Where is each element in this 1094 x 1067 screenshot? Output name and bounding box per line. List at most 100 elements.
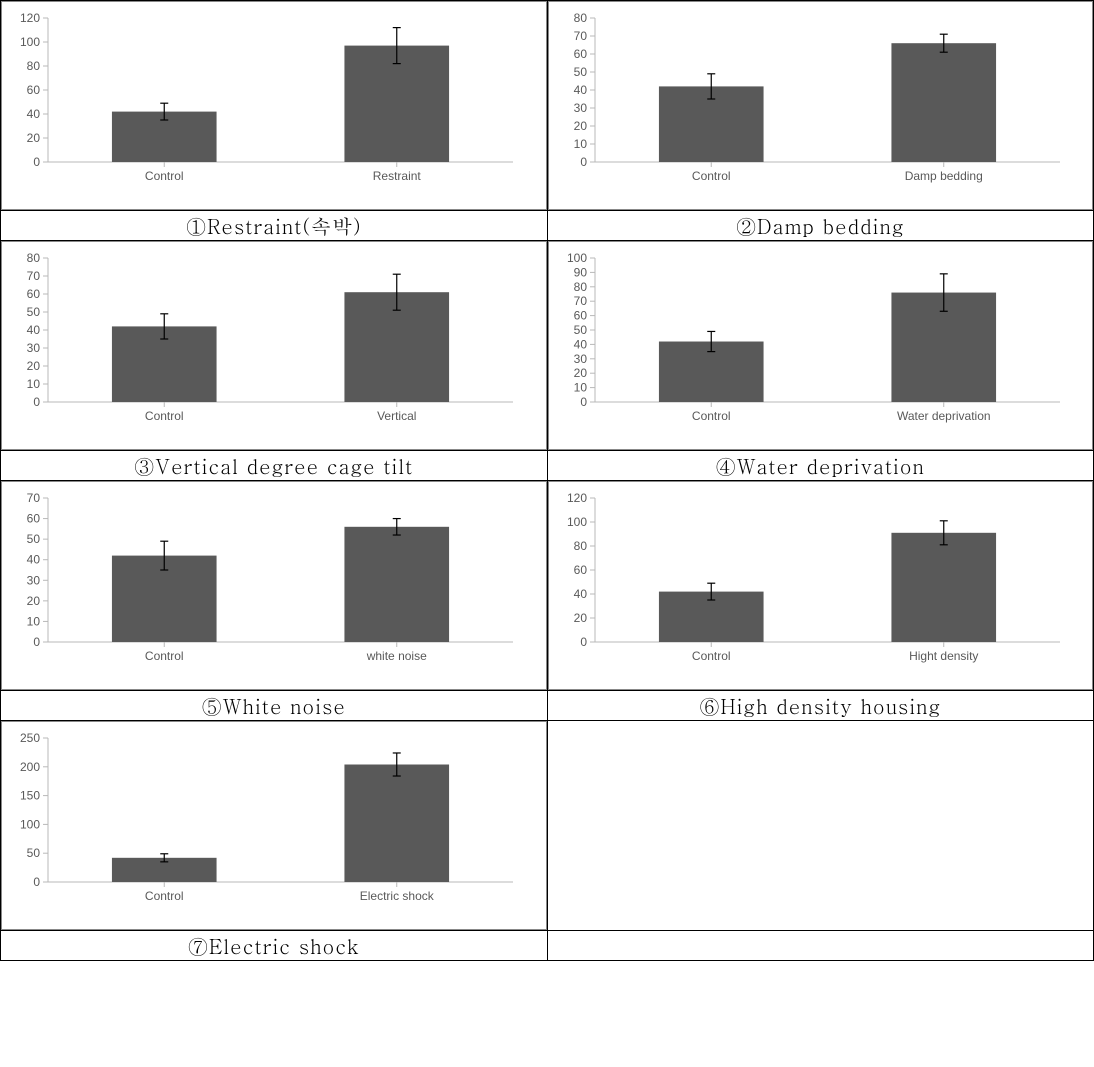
category-label: Control	[145, 889, 184, 903]
y-tick-label: 80	[573, 539, 587, 553]
chart-frame: 020406080100120ControlRestraint	[1, 1, 547, 210]
category-label: Electric shock	[360, 889, 435, 903]
bar	[891, 533, 996, 642]
category-label: Restraint	[373, 169, 422, 183]
y-tick-label: 60	[573, 47, 587, 61]
y-tick-label: 120	[566, 491, 586, 505]
chart-cell: 0 50 100 150 200 250 Control Electric shock	[1, 721, 548, 931]
y-tick-label: 40	[573, 83, 587, 97]
chart-frame: 0 50 100 150 200 250 Control Electric shock	[1, 721, 547, 930]
y-tick-label: 40	[27, 553, 41, 567]
chart-caption: ⑤White noise	[1, 691, 548, 721]
y-tick-label: 30	[573, 352, 587, 366]
chart-caption: ⑦Electric shock	[1, 931, 548, 961]
bar-chart: 010203040506070Controlwhite noise	[8, 488, 525, 670]
y-tick-label: 40	[573, 587, 587, 601]
y-tick-label: 100	[566, 515, 586, 529]
y-tick-label: 20	[573, 611, 587, 625]
bar-chart: 0 10 20 30 40 50 60 70 80 Control Vertical	[8, 248, 525, 430]
empty-cell	[547, 721, 1094, 931]
chart-cell: 0 20 40 60 80 100 120 Control Hight density	[547, 481, 1094, 691]
empty-cell	[547, 931, 1094, 961]
category-label: Hight density	[909, 649, 978, 663]
y-tick-label: 70	[573, 29, 587, 43]
y-tick-label: 20	[27, 359, 41, 373]
category-label: Vertical	[377, 409, 416, 423]
y-tick-label: 70	[27, 269, 41, 283]
y-tick-label: 30	[573, 101, 587, 115]
bar-chart: 0102030405060708090100 Control Water depri…	[555, 248, 1072, 430]
chart-frame: 0 10 20 30 40 50 60 70 80 Control Vertical	[1, 241, 547, 450]
y-tick-label: 200	[20, 760, 40, 774]
y-tick-label: 60	[27, 83, 41, 97]
chart-cell: 010203040506070Controlwhite noise	[1, 481, 548, 691]
y-tick-label: 60	[27, 287, 41, 301]
category-label: Control	[145, 169, 184, 183]
y-tick-label: 40	[573, 337, 587, 351]
y-tick-label: 100	[20, 817, 40, 831]
y-tick-label: 20	[573, 366, 587, 380]
figure-grid: 020406080100120ControlRestraint010203040…	[0, 0, 1094, 961]
category-label: Control	[691, 169, 730, 183]
y-tick-label: 0	[33, 635, 40, 649]
y-tick-label: 60	[573, 563, 587, 577]
y-tick-label: 70	[27, 491, 41, 505]
chart-caption: ②Damp bedding	[547, 211, 1094, 241]
y-tick-label: 10	[573, 381, 587, 395]
bar-chart: 0 20 40 60 80 100 120 Control Hight density	[555, 488, 1072, 670]
y-tick-label: 80	[573, 11, 587, 25]
y-tick-label: 0	[580, 635, 587, 649]
y-tick-label: 20	[27, 594, 41, 608]
bar-chart: 020406080100120ControlRestraint	[8, 8, 525, 190]
y-tick-label: 20	[27, 131, 41, 145]
category-label: Control	[691, 409, 730, 423]
y-tick-label: 80	[573, 280, 587, 294]
chart-cell: 0102030405060708090100 Control Water depri…	[547, 241, 1094, 451]
y-tick-label: 0	[33, 155, 40, 169]
chart-frame: 010203040506070Controlwhite noise	[1, 481, 547, 690]
chart-frame: 0 20 40 60 80 100 120 Control Hight density	[548, 481, 1094, 690]
y-tick-label: 50	[573, 65, 587, 79]
y-tick-label: 20	[573, 119, 587, 133]
y-tick-label: 10	[27, 614, 41, 628]
chart-caption: ⑥High density housing	[547, 691, 1094, 721]
chart-caption: ①Restraint(속박)	[1, 211, 548, 241]
category-label: Water deprivation	[896, 409, 990, 423]
y-tick-label: 250	[20, 731, 40, 745]
chart-cell: 0 10 20 30 40 50 60 70 80 Control Damp bedding	[547, 1, 1094, 211]
chart-caption: ④Water deprivation	[547, 451, 1094, 481]
y-tick-label: 80	[27, 251, 41, 265]
bar	[891, 43, 996, 162]
category-label: Control	[145, 409, 184, 423]
category-label: Control	[145, 649, 184, 663]
y-tick-label: 50	[573, 323, 587, 337]
category-label: white noise	[366, 649, 427, 663]
bar	[344, 764, 449, 882]
y-tick-label: 70	[573, 294, 587, 308]
y-tick-label: 40	[27, 107, 41, 121]
y-tick-label: 100	[566, 251, 586, 265]
y-tick-label: 90	[573, 265, 587, 279]
category-label: Damp bedding	[904, 169, 982, 183]
y-tick-label: 40	[27, 323, 41, 337]
chart-cell: 0 10 20 30 40 50 60 70 80 Control Vertical	[1, 241, 548, 451]
y-tick-label: 0	[580, 395, 587, 409]
bar-chart: 0 50 100 150 200 250 Control Electric shock	[8, 728, 525, 910]
y-tick-label: 50	[27, 305, 41, 319]
y-tick-label: 10	[573, 137, 587, 151]
category-label: Control	[691, 649, 730, 663]
y-tick-label: 60	[573, 309, 587, 323]
y-tick-label: 0	[33, 875, 40, 889]
y-tick-label: 0	[33, 395, 40, 409]
y-tick-label: 30	[27, 341, 41, 355]
y-tick-label: 10	[27, 377, 41, 391]
y-tick-label: 80	[27, 59, 41, 73]
chart-frame: 0 10 20 30 40 50 60 70 80 Control Damp bedding	[548, 1, 1094, 210]
y-tick-label: 0	[580, 155, 587, 169]
y-tick-label: 120	[20, 11, 40, 25]
chart-caption: ③Vertical degree cage tilt	[1, 451, 548, 481]
y-tick-label: 150	[20, 789, 40, 803]
y-tick-label: 50	[27, 846, 41, 860]
y-tick-label: 30	[27, 573, 41, 587]
bar-chart: 0 10 20 30 40 50 60 70 80 Control Damp bedding	[555, 8, 1072, 190]
